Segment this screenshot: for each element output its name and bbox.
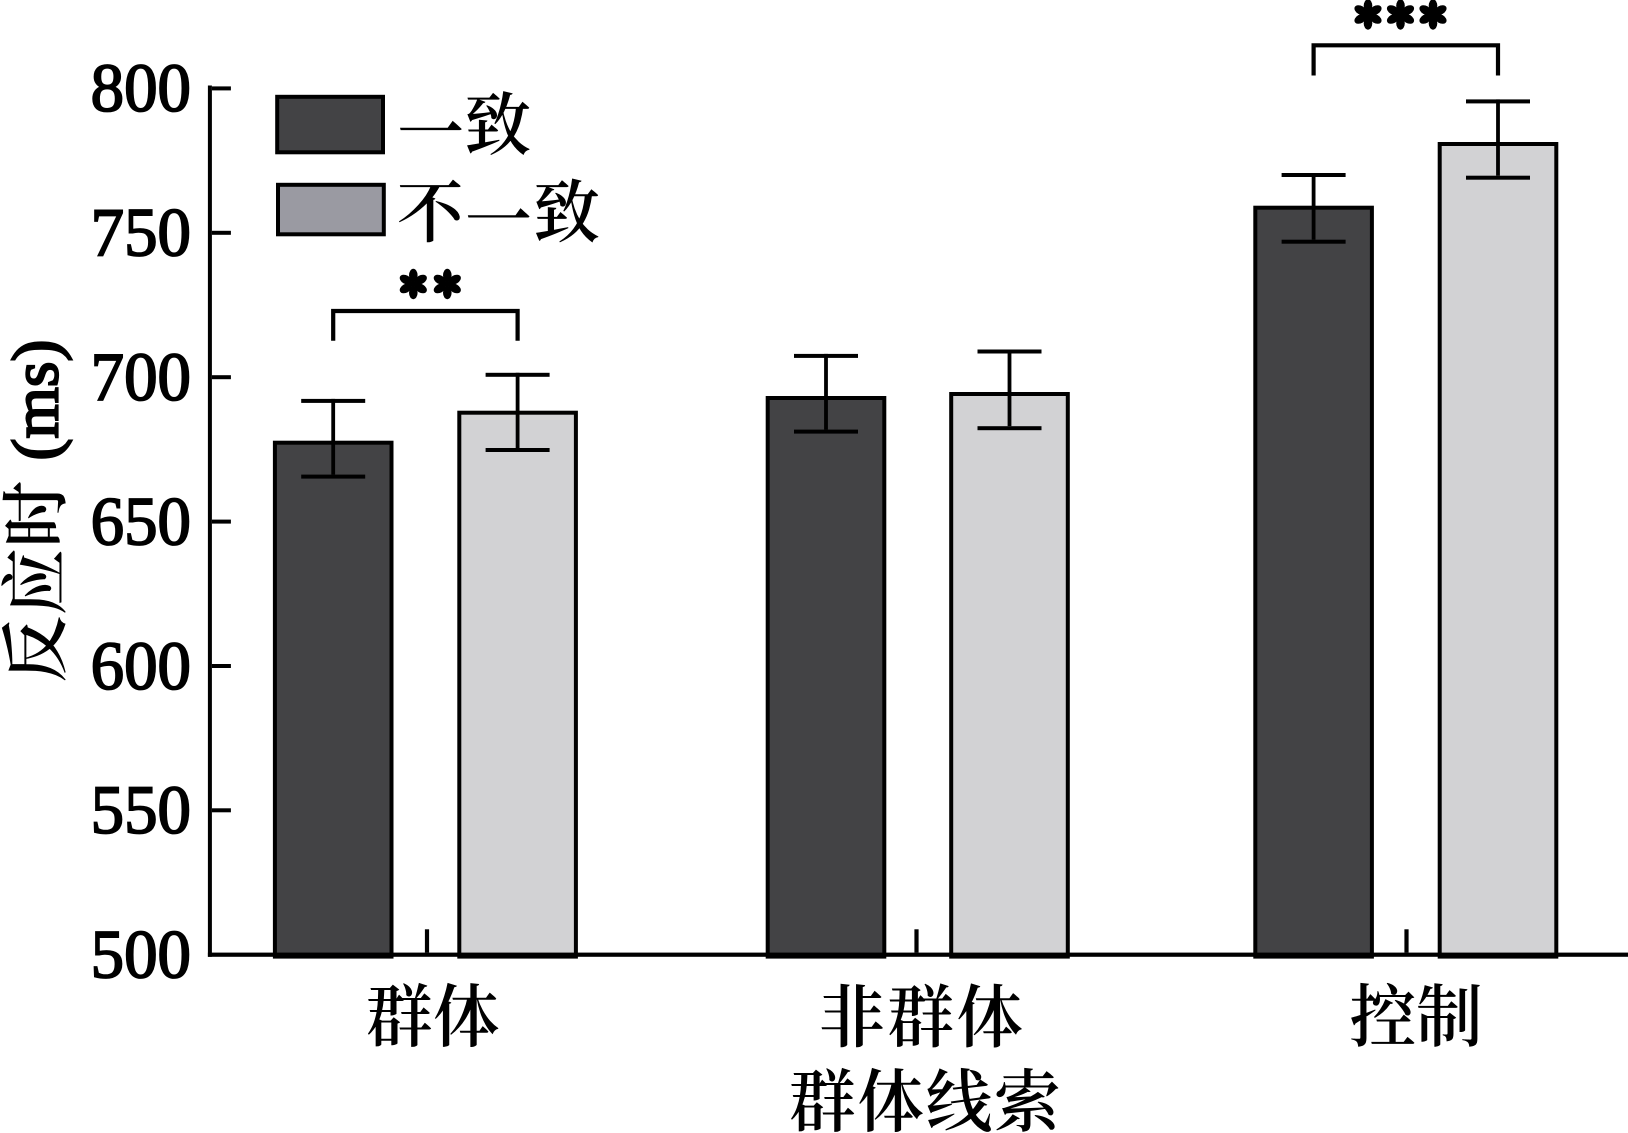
svg-text:(ms): (ms) (0, 340, 72, 461)
svg-text:500: 500 (91, 916, 191, 993)
svg-text:550: 550 (91, 771, 191, 848)
svg-text:800: 800 (91, 49, 191, 126)
svg-text:750: 750 (91, 194, 191, 271)
svg-text:650: 650 (91, 482, 191, 559)
svg-text:600: 600 (91, 627, 191, 704)
svg-text:700: 700 (91, 338, 191, 415)
